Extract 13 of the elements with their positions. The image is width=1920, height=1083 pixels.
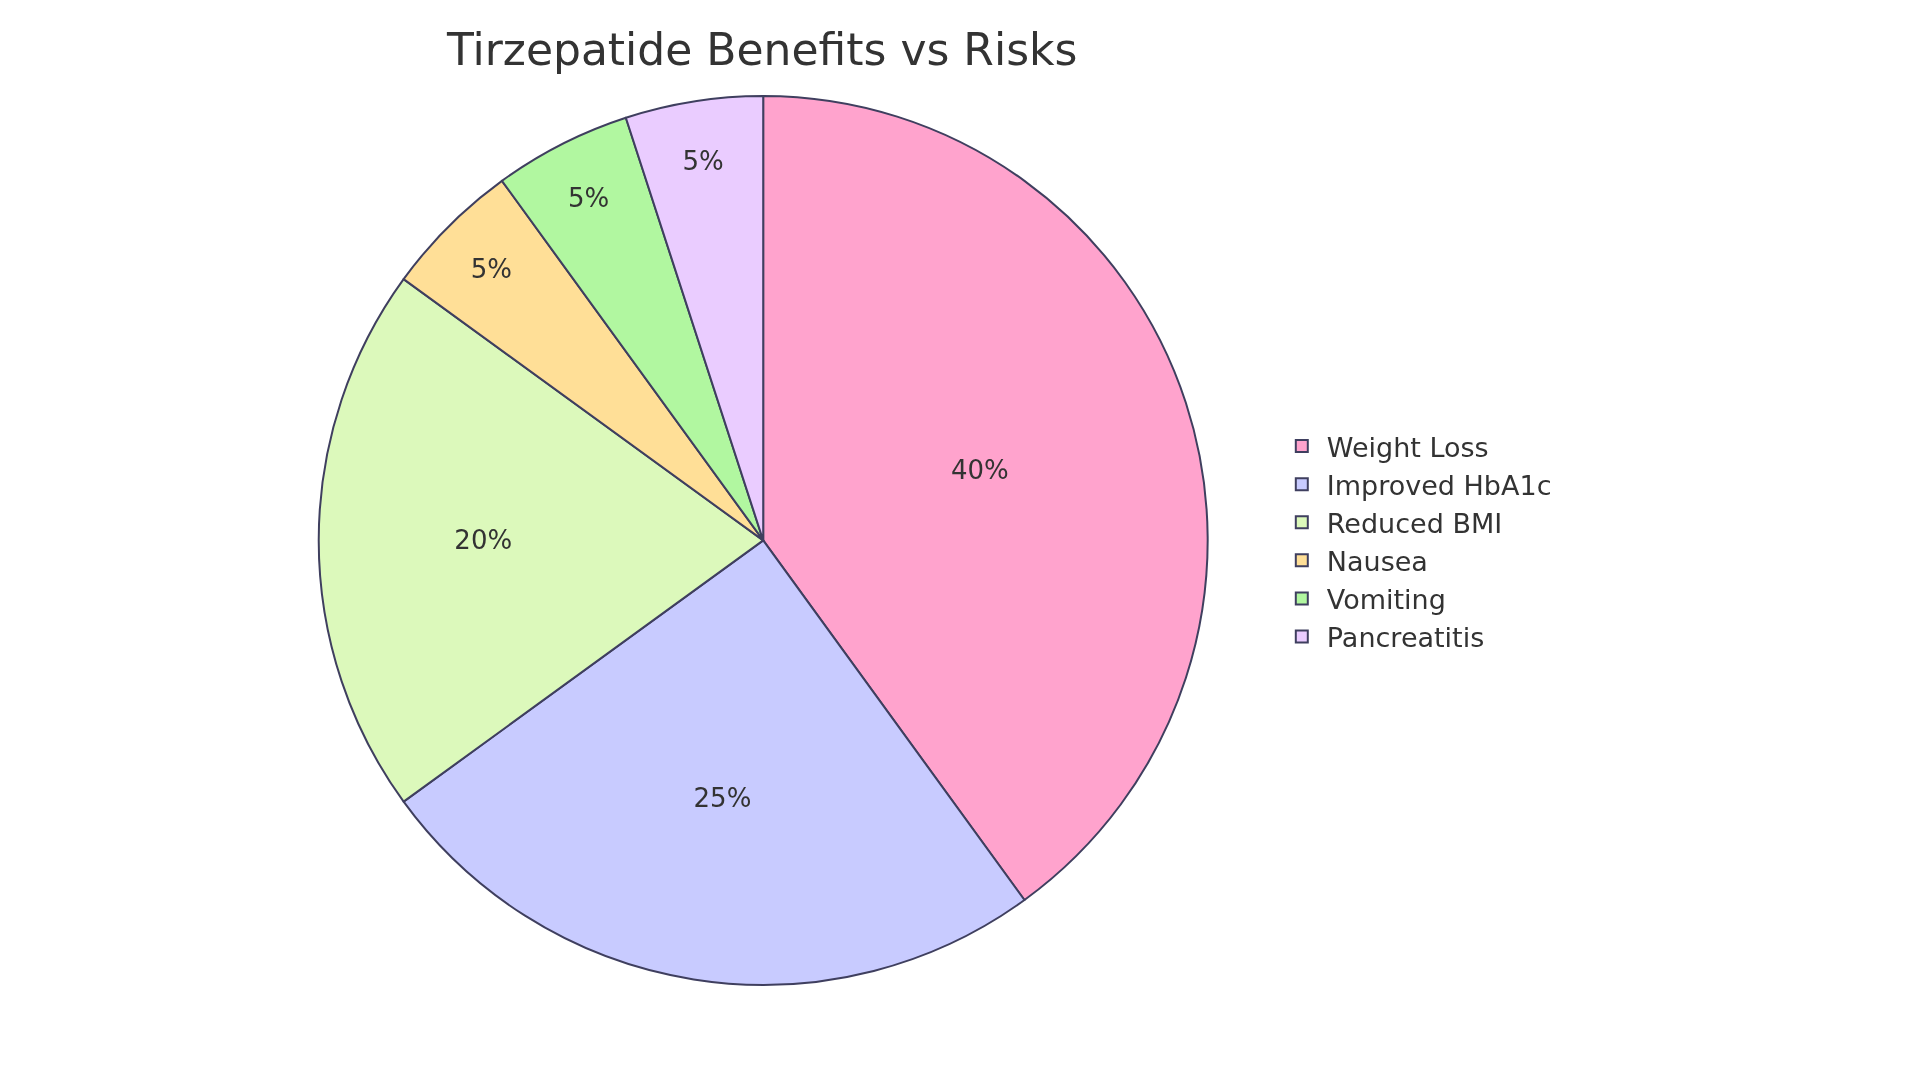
data-label: 5% bbox=[568, 182, 610, 213]
legend-label: Nausea bbox=[1326, 545, 1428, 577]
data-label: 5% bbox=[470, 253, 513, 284]
legend-label: Reduced BMI bbox=[1326, 507, 1503, 539]
data-label: 20% bbox=[454, 525, 513, 556]
chart-title: Tirzepatide Benefits vs Risks bbox=[445, 24, 1078, 76]
data-label: 5% bbox=[682, 145, 724, 176]
legend-label: Vomiting bbox=[1326, 583, 1446, 615]
data-label: 25% bbox=[693, 782, 752, 813]
legend-label: Pancreatitis bbox=[1326, 622, 1485, 654]
data-label: 40% bbox=[950, 455, 1009, 486]
legend-label: Improved HbA1c bbox=[1326, 469, 1552, 501]
legend-label: Weight Loss bbox=[1326, 431, 1489, 463]
